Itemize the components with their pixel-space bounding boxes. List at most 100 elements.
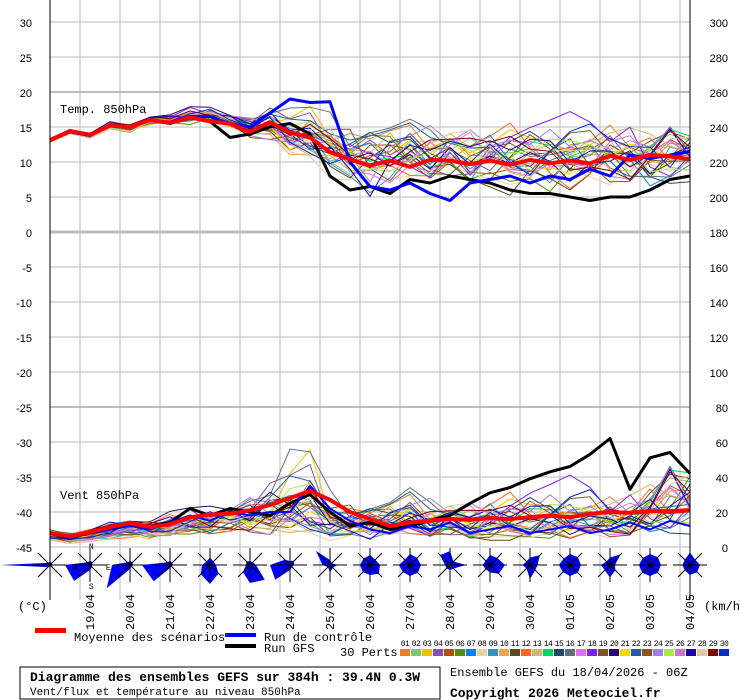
wind-rose-polygon	[482, 555, 505, 574]
legend-pert-id: 13	[533, 640, 542, 649]
y-tick-label-right: 300	[710, 18, 728, 30]
chart-subtitle: Vent/flux et température au niveau 850hP…	[30, 687, 301, 699]
wind-rose	[65, 548, 107, 582]
wind-rose-spoke	[157, 552, 183, 578]
y-tick-label-left: -20	[16, 368, 32, 380]
wind-mean-line	[49, 489, 691, 539]
x-tick-label: 26/04	[364, 594, 378, 630]
legend-pert-id: 09	[489, 640, 498, 649]
legend-pert-swatch	[400, 649, 410, 656]
wind-rose	[313, 548, 347, 582]
legend-pert-id: 14	[544, 640, 553, 649]
wind-rose-polygon	[65, 561, 93, 581]
legend-mean-swatch	[35, 628, 66, 633]
legend-pert-id: 16	[566, 640, 575, 649]
legend-pert-swatch	[477, 649, 487, 656]
legend-pert-swatch	[554, 649, 564, 656]
legend-pert-swatch	[653, 649, 663, 656]
legend-pert-id: 21	[621, 640, 630, 649]
wind-rose-spoke	[637, 552, 663, 578]
wind-rose	[270, 548, 307, 582]
y-tick-label-right: 20	[716, 508, 728, 520]
wind-rose	[142, 548, 187, 582]
y-tick-label-left: -40	[16, 508, 32, 520]
compass-s: S	[89, 583, 94, 592]
wind-rose-polygon	[270, 559, 295, 580]
y-tick-label-left: 0	[26, 228, 32, 240]
wind-rose-polygon	[0, 562, 53, 568]
wind-rose-spoke	[317, 552, 343, 578]
compass-e: E	[106, 564, 111, 573]
legend-gfs-swatch	[225, 644, 256, 648]
y-tick-label-left: 25	[20, 53, 32, 65]
wind-rose	[433, 548, 467, 582]
wind-unit-label: (km/h)	[704, 600, 740, 614]
legend-pert-id: 19	[599, 640, 608, 649]
y-tick-label-left: 10	[20, 158, 32, 170]
wind-rose-spoke	[197, 552, 223, 578]
wind-rose	[553, 548, 587, 582]
wind-perturbation-24-line	[49, 467, 691, 543]
legend-pert-id: 07	[467, 640, 476, 649]
y-tick-label-left: 20	[20, 88, 32, 100]
legend-pert-swatch	[455, 649, 465, 656]
legend-pert-id: 06	[456, 640, 465, 649]
compass-n: N	[89, 543, 94, 552]
y-tick-label-left: -5	[22, 263, 32, 275]
wind-roses: N E S W	[0, 543, 707, 592]
temp-panel-label: Temp. 850hPa	[60, 103, 146, 117]
legend-pert-swatch	[532, 649, 542, 656]
wind-rose-polygon	[142, 561, 173, 582]
y-tick-label-right: 80	[716, 403, 728, 415]
y-tick-label-left: -15	[16, 333, 32, 345]
x-tick-label: 02/05	[604, 594, 618, 630]
legend-pert-swatch	[631, 649, 641, 656]
wind-rose	[193, 548, 227, 584]
legend-pert-id: 03	[423, 640, 432, 649]
wind-rose	[593, 548, 627, 582]
wind-rose	[393, 548, 427, 582]
legend-pert-swatch	[609, 649, 619, 656]
legend-pert-id: 28	[698, 640, 707, 649]
legend-pert-swatch	[719, 649, 729, 656]
legend-pert-id: 24	[654, 640, 663, 649]
legend-pert-id: 04	[434, 640, 443, 649]
legend-pert-id: 10	[500, 640, 509, 649]
y-tick-label-left: -35	[16, 473, 32, 485]
x-tick-label: 29/04	[484, 594, 498, 630]
legend-pert-swatch	[664, 649, 674, 656]
wind-rose-spoke	[277, 552, 303, 578]
y-tick-label-right: 180	[710, 228, 728, 240]
legend-pert-swatch	[466, 649, 476, 656]
wind-rose-polygon	[242, 561, 265, 583]
legend-pert-swatch	[510, 649, 520, 656]
y-tick-label-right: 280	[710, 53, 728, 65]
y-tick-label-right: 160	[710, 263, 728, 275]
wind-rose	[633, 548, 667, 582]
legend-perts-swatches: 01 02 03 04 05 06 07 08 09 10 11 12 13 14 15 16 17 18 19 20…	[400, 640, 729, 656]
wind-rose-spoke	[237, 552, 263, 578]
legend-pert-swatch	[642, 649, 652, 656]
wind-rose	[353, 548, 387, 582]
legend-pert-swatch	[411, 649, 421, 656]
legend-pert-swatch	[543, 649, 553, 656]
y-tick-label-right: 60	[716, 438, 728, 450]
x-tick-label: 22/04	[204, 594, 218, 630]
legend-mean-label: Moyenne des scénarios	[74, 631, 225, 645]
legend-pert-swatch	[587, 649, 597, 656]
legend-pert-id: 15	[555, 640, 564, 649]
y-tick-label-right: 40	[716, 473, 728, 485]
wind-perturbation-08-line	[49, 513, 691, 542]
run-info: Ensemble GEFS du 18/04/2026 - 06Z	[450, 666, 688, 680]
x-tick-label: 27/04	[404, 594, 418, 630]
wind-perturbation-27-line	[49, 468, 691, 540]
x-tick-label: 30/04	[524, 594, 538, 630]
legend-pert-id: 20	[610, 640, 619, 649]
wind-perturbation-29-line	[49, 471, 691, 541]
wind-rose-spoke	[557, 552, 583, 578]
wind-rose-spoke	[517, 552, 543, 578]
wind-rose-spoke	[77, 552, 103, 578]
legend-pert-id: 22	[632, 640, 641, 649]
legend-gfs-label: Run GFS	[264, 642, 314, 656]
legend-pert-swatch	[675, 649, 685, 656]
